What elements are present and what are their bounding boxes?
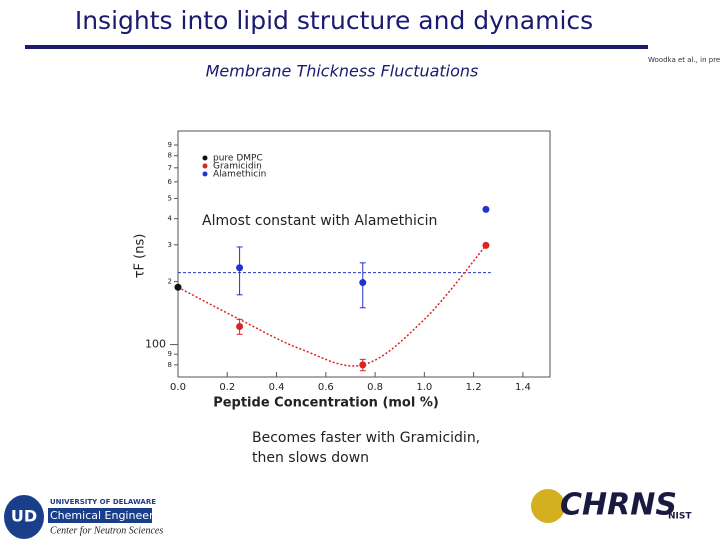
legend-swatch xyxy=(202,171,208,177)
legend-label: Alamethicin xyxy=(213,170,266,180)
logo-department: Chemical Engineering xyxy=(50,509,171,522)
logo-org: NIST xyxy=(668,512,692,522)
data-point xyxy=(482,205,490,213)
y-tick-label: 9 xyxy=(168,141,172,149)
data-point xyxy=(482,241,490,249)
annotation: Almost constant with Alamethicin xyxy=(202,213,437,229)
y-tick-label: 100 xyxy=(145,338,166,351)
slide-title: Insights into lipid structure and dynami… xyxy=(75,6,593,35)
x-tick-label: 0.0 xyxy=(170,382,186,393)
y-tick-label: 2 xyxy=(168,278,172,286)
logo-sun xyxy=(531,489,565,523)
data-point xyxy=(359,361,367,369)
y-axis-label: τF (ns) xyxy=(133,234,148,279)
x-tick-label: 0.2 xyxy=(219,382,235,393)
y-tick-label: 5 xyxy=(168,194,172,202)
fit-curve xyxy=(177,244,487,367)
data-point xyxy=(236,323,244,331)
logo-right: CHRNS NIST xyxy=(531,488,692,523)
y-tick-label: 7 xyxy=(168,164,172,172)
logo-band xyxy=(48,508,152,523)
y-tick-label: 6 xyxy=(168,178,173,186)
x-tick-label: 1.4 xyxy=(515,382,531,393)
logo-initials: UD xyxy=(11,507,37,526)
y-tick-label: 4 xyxy=(168,215,173,223)
data-point xyxy=(236,264,244,272)
citation: Woodka et al., in preparation. xyxy=(648,56,720,64)
x-tick-label: 0.8 xyxy=(367,382,383,393)
data-point xyxy=(359,279,367,287)
logo-left: UD UNIVERSITY OF DELAWARE Chemical Engin… xyxy=(4,495,171,539)
annotation: then slows down xyxy=(252,450,369,466)
legend-swatch xyxy=(202,163,208,169)
data-point xyxy=(174,283,182,291)
logo-center: Center for Neutron Sciences xyxy=(50,525,163,536)
annotation: Becomes faster with Gramicidin, xyxy=(252,430,480,446)
x-axis-label: Peptide Concentration (mol %) xyxy=(213,396,439,411)
y-tick-label: 9 xyxy=(168,350,172,358)
x-tick-label: 0.6 xyxy=(318,382,334,393)
legend-swatch xyxy=(202,155,208,161)
y-tick-label: 8 xyxy=(168,152,172,160)
chart-title: Membrane Thickness Fluctuations xyxy=(206,62,479,81)
y-tick-label: 3 xyxy=(168,241,172,249)
x-tick-label: 1.0 xyxy=(416,382,432,393)
x-tick-label: 1.2 xyxy=(466,382,482,393)
logo-seal xyxy=(4,495,44,539)
legend-label: Gramicidin xyxy=(213,162,262,172)
plot-frame xyxy=(177,130,551,378)
y-tick-label: 8 xyxy=(168,361,172,369)
logo-university: UNIVERSITY OF DELAWARE xyxy=(50,498,156,506)
legend-label: pure DMPC xyxy=(213,154,263,164)
x-tick-label: 0.4 xyxy=(269,382,285,393)
logo-name: CHRNS xyxy=(560,488,677,523)
